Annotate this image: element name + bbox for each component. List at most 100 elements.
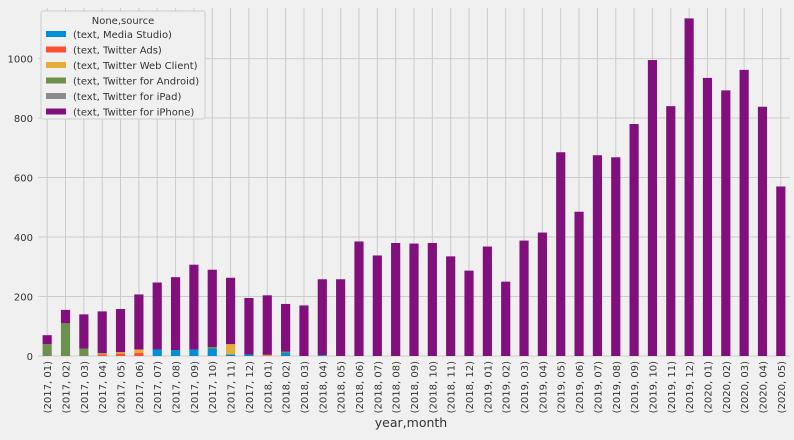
bar-segment [464,270,474,356]
legend-swatch [46,108,66,115]
bar-segment [226,344,236,355]
bar-segment [115,309,126,353]
bar-segment [170,350,181,356]
x-tick-label: (2017, 07) [153,361,164,413]
bar-segment [79,314,89,349]
x-tick-label: (2018, 06) [355,361,366,413]
x-tick-label: (2017, 11) [227,361,238,413]
x-tick-label: (2017, 05) [117,361,128,413]
y-tick-labels: 0 200 400 600 800 1000 [8,55,33,363]
legend-box [40,10,206,120]
bar-segment [189,349,199,356]
x-tick-label: (2020, 05) [777,361,788,413]
bar-segment [317,355,327,356]
x-tick-label: (2018, 05) [337,361,348,413]
bar-segment [134,353,144,356]
x-tick-label: (2019, 01) [483,361,494,413]
bar-segment [60,309,71,324]
bar-segment [702,77,713,357]
bar-segment [42,335,52,345]
x-tick-label: (2018, 02) [282,361,293,413]
legend-label: (text, Twitter for iPad) [73,92,181,103]
bar-segment [207,347,217,349]
x-tick-label: (2018, 01) [263,361,274,413]
bar-segment [721,90,731,356]
x-tick-label: (2019, 10) [648,361,659,413]
x-tick-label: (2017, 06) [135,361,146,413]
bar-segment [189,264,199,350]
bar-segment [226,354,236,356]
x-tick-label: (2018, 11) [447,361,458,413]
x-tick-label: (2020, 03) [740,361,751,413]
bar-segment [170,277,181,351]
x-tick-label: (2019, 11) [667,361,678,413]
bar-segment [226,277,236,345]
bar-segment [574,211,584,356]
bar-segment [537,232,547,356]
x-tick-label: (2019, 02) [502,361,513,413]
bar-segment [152,349,162,356]
bar-segment [592,155,602,356]
bar-segment [281,303,291,352]
x-tick-label: (2018, 03) [300,361,311,413]
legend-label: (text, Twitter for Android) [73,77,199,88]
legend-swatch [46,77,66,84]
x-tick-label: (2019, 09) [630,361,641,413]
y-tick-label: 200 [14,293,33,304]
bar-segment [519,240,529,356]
bar-segment [60,323,71,356]
bar-segment [115,352,126,354]
bar-segment [244,298,254,355]
bar-segment [684,18,694,357]
bar-segment [207,269,217,348]
x-tick-label: (2018, 07) [373,361,384,413]
x-tick-label: (2018, 10) [428,361,439,413]
bar-segment [611,157,621,356]
x-tick-label: (2017, 03) [80,361,91,413]
legend-swatch [46,93,66,99]
bar-segment [262,354,272,356]
x-tick-label: (2019, 12) [685,361,696,413]
x-axis-label: year,month [375,415,447,430]
x-tick-label: (2019, 06) [575,361,586,413]
bar-segment [97,311,107,354]
x-tick-labels: (2017, 01) (2017, 02) (2017, 03) (2017, 04)… [43,361,788,413]
bar-segment [262,355,272,356]
bar-segment [281,351,291,354]
x-tick-label: (2020, 04) [758,361,769,413]
bar-segment [281,353,291,356]
bar-segment [97,353,107,355]
legend-label: (text, Twitter Web Client) [73,61,198,72]
x-tick-label: (2017, 12) [245,361,256,413]
x-tick-label: (2017, 10) [208,361,219,413]
bar-segment [666,106,676,357]
bars [42,18,786,357]
bar-segment [299,305,309,356]
x-tick-label: (2018, 04) [318,361,329,413]
x-tick-label: (2019, 08) [612,361,623,413]
bar-segment [152,282,162,350]
bar-segment [97,353,107,354]
x-tick-label: (2017, 09) [190,361,201,413]
bar-segment [647,60,658,357]
bar-segment [501,281,511,356]
bar-segment [134,349,144,354]
bar-segment [739,69,749,356]
x-tick-label: (2017, 04) [98,361,109,413]
x-tick-label: (2020, 02) [722,361,733,413]
bar-segment [207,348,217,356]
bar-segment [757,106,768,356]
x-tick-label: (2019, 04) [538,361,549,413]
x-tick-label: (2018, 09) [410,361,421,413]
bar-segment [482,246,492,356]
legend-swatch [46,62,66,68]
bar-segment [115,353,126,356]
bar-segment [409,243,419,356]
bar-segment [354,241,364,356]
y-tick-label: 1000 [8,55,33,66]
bar-segment [556,152,566,356]
bar-segment [629,124,639,356]
x-tick-label: (2018, 12) [465,361,476,413]
